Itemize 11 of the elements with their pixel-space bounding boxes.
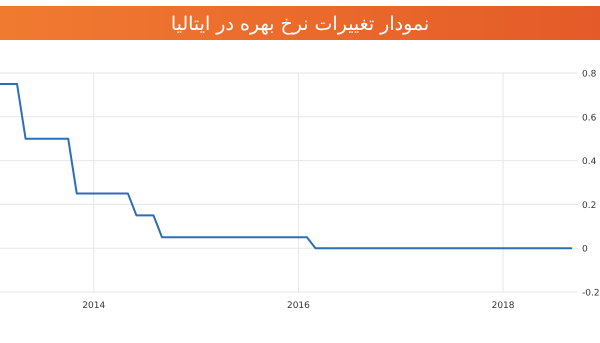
y-tick-label: 0.8 (582, 70, 597, 80)
x-tick-label: 2016 (286, 301, 310, 311)
chart-title: نمودار تغییرات نرخ بهره در ایتالیا (170, 13, 430, 35)
x-tick-label: 2014 (82, 301, 106, 311)
y-tick-label: 0 (582, 244, 588, 255)
y-tick-label: 0.2 (582, 200, 596, 211)
y-tick-label: -0.2 (582, 288, 600, 298)
line-series (0, 82, 572, 250)
x-tick-label: 2018 (492, 301, 515, 311)
y-tick-label: 0.4 (582, 157, 597, 168)
y-tick-label: 0.6 (582, 113, 597, 124)
